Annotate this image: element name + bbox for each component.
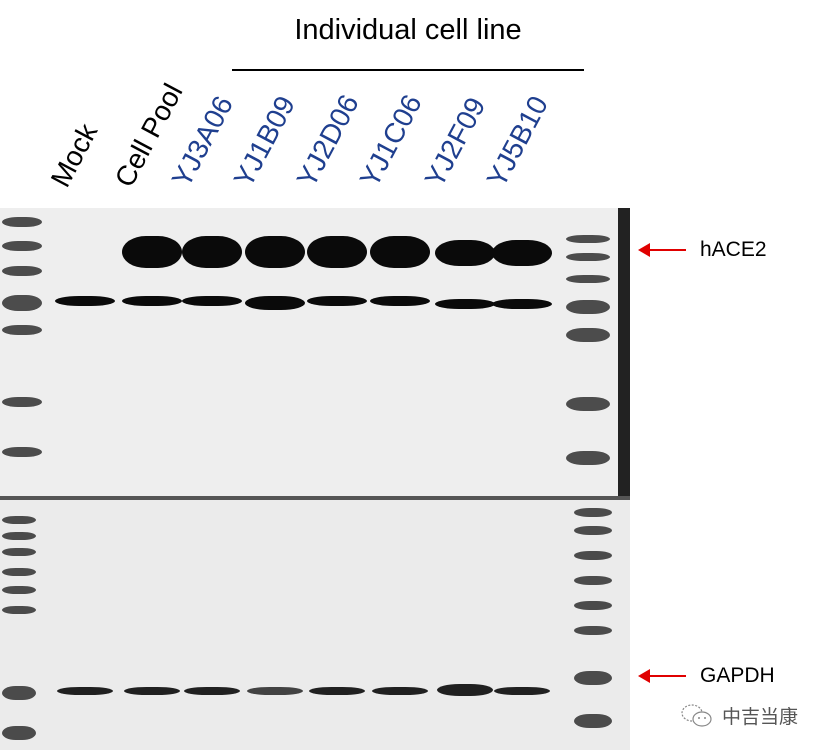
ladder-band (574, 671, 612, 685)
arrow-left-icon (638, 243, 686, 257)
ladder-band (566, 253, 610, 261)
gapdh-band (124, 687, 180, 695)
gapdh-band (57, 687, 113, 695)
mid-band (435, 299, 495, 309)
ladder-band (2, 325, 42, 335)
ladder-band (2, 686, 36, 700)
hace2-band (435, 240, 495, 266)
mid-band (55, 296, 115, 306)
mid-band (182, 296, 242, 306)
lane-label: YJ1C06 (353, 89, 428, 192)
lane-label: Mock (44, 118, 104, 192)
blot-divider (0, 496, 630, 500)
hace2-band (122, 236, 182, 268)
wechat-icon (681, 703, 712, 727)
marker-label: hACE2 (700, 238, 767, 261)
ladder-band (2, 548, 36, 556)
watermark: 中吉当康 (680, 702, 798, 729)
mid-band (370, 296, 430, 306)
ladder-band (2, 295, 42, 311)
ladder-band (2, 241, 42, 251)
group-bracket-line (232, 69, 584, 71)
mid-band (492, 299, 552, 309)
ladder-band (566, 275, 610, 283)
group-label: Individual cell line (294, 14, 522, 46)
gapdh-band (494, 687, 550, 695)
ladder-band (2, 586, 36, 594)
ladder-band (2, 532, 36, 540)
ladder-band (566, 328, 610, 342)
ladder-band (566, 451, 610, 465)
hace2-band (307, 236, 367, 268)
watermark-text: 中吉当康 (722, 707, 799, 728)
blot-edge (618, 208, 630, 498)
mid-band (307, 296, 367, 306)
marker-gapdh: GAPDH (638, 664, 775, 688)
ladder-band (574, 714, 612, 728)
ladder-band (574, 508, 612, 517)
mid-band (245, 296, 305, 310)
ladder-band (2, 266, 42, 276)
ladder-band (566, 300, 610, 314)
gapdh-band (247, 687, 303, 695)
lane-label: YJ5B10 (480, 90, 555, 192)
ladder-band (574, 551, 612, 560)
marker-label: GAPDH (700, 664, 775, 687)
ladder-band (574, 626, 612, 635)
ladder-band (2, 568, 36, 576)
blot-bottom (0, 500, 630, 750)
ladder-band (574, 526, 612, 535)
marker-hace2: hACE2 (638, 238, 767, 262)
mid-band (122, 296, 182, 306)
ladder-band (2, 606, 36, 614)
ladder-band (574, 576, 612, 585)
ladder-band (2, 726, 36, 740)
ladder-band (2, 516, 36, 524)
gapdh-band (372, 687, 428, 695)
gapdh-band (437, 684, 493, 696)
ladder-band (2, 447, 42, 457)
gapdh-band (309, 687, 365, 695)
arrow-left-icon (638, 669, 686, 683)
hace2-band (370, 236, 430, 268)
hace2-band (182, 236, 242, 268)
ladder-band (2, 397, 42, 407)
ladder-band (566, 235, 610, 243)
hace2-band (245, 236, 305, 268)
ladder-band (2, 217, 42, 227)
ladder-band (566, 397, 610, 411)
hace2-band (492, 240, 552, 266)
gapdh-band (184, 687, 240, 695)
ladder-band (574, 601, 612, 610)
